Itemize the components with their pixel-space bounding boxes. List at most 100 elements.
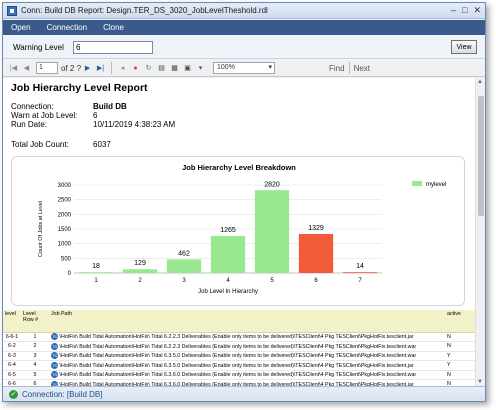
stop-icon[interactable]: ● — [133, 64, 138, 72]
report-window: Conn: Build DB Report: Design.TER_DS_302… — [2, 2, 486, 402]
cell-level: 6-5 — [3, 370, 21, 380]
first-page-icon[interactable]: |◀ — [9, 64, 18, 72]
table-row[interactable]: 6-3 3 TS \HotFix\ Build Tidal Automation\H… — [3, 351, 475, 361]
job-table: level Level Row # Job Path active 6-6-1 1… — [3, 310, 475, 386]
scroll-up-icon[interactable]: ▲ — [477, 79, 483, 85]
bar-level-5 — [254, 190, 290, 273]
cell-job-path: TS \HotFix\ Build Tidal Automation\HotFi… — [49, 360, 445, 371]
view-button[interactable]: View — [451, 40, 477, 54]
table-row[interactable]: 6-6 6 TS \HotFix\ Build Tidal Automation\H… — [3, 379, 475, 386]
connected-check-icon: ✓ — [9, 390, 18, 399]
bar-value-label: 14 — [356, 263, 364, 270]
y-tick-label: 0 — [68, 271, 72, 277]
refresh-icon[interactable]: ↻ — [145, 64, 152, 72]
table-row[interactable]: 6-4 4 TS \HotFix\ Build Tidal Automation\H… — [3, 360, 475, 371]
export-icon[interactable]: ▾ — [198, 64, 203, 72]
bar-level-3 — [166, 259, 202, 273]
warning-level-label: Warning Level — [13, 43, 64, 52]
cell-job-path: TS \HotFix\ Build Tidal Automation\HotFi… — [49, 379, 445, 386]
close-icon[interactable]: ✕ — [473, 5, 481, 15]
page-count: of 2 ? — [61, 63, 82, 73]
maximize-icon[interactable]: □ — [462, 5, 468, 15]
zoom-select[interactable]: 100% — [213, 62, 276, 74]
cell-job-path: TS \HotFix\ Build Tidal Automation\HotFi… — [49, 332, 445, 342]
bar-level-4 — [210, 235, 246, 273]
title-bar[interactable]: Conn: Build DB Report: Design.TER_DS_302… — [3, 3, 485, 19]
job-path-text: \HotFix\ Build Tidal Automation\HotFix\ … — [59, 353, 417, 360]
bar-value-label: 1265 — [220, 227, 236, 234]
next-page-icon[interactable]: ▶ — [84, 64, 91, 72]
report-viewer: Job Hierarchy Level Report Connection: B… — [3, 78, 475, 386]
minimize-icon[interactable]: – — [451, 5, 457, 15]
back-icon[interactable]: ◂ — [120, 64, 125, 72]
page-number-input[interactable]: 1 — [36, 62, 58, 74]
header-job-path: Job Path — [49, 310, 445, 333]
print-icon[interactable]: ▤ — [158, 64, 165, 72]
scrollbar-thumb[interactable] — [478, 96, 484, 216]
bar-value-label: 18 — [92, 263, 100, 270]
menu-connection[interactable]: Connection — [46, 23, 88, 32]
job-path-text: \HotFix\ Build Tidal Automation\HotFix\ … — [59, 334, 414, 341]
cell-level-row: 2 — [21, 341, 49, 352]
warn-level-value: 6 — [93, 111, 98, 120]
cell-level-row: 4 — [21, 360, 49, 371]
table-row[interactable]: 6-6-1 1 TS \HotFix\ Build Tidal Automation… — [3, 332, 475, 342]
y-tick-label: 1000 — [58, 242, 72, 248]
bar-level-2 — [122, 269, 158, 273]
find-link[interactable]: Find — [329, 63, 345, 73]
x-tick-label: 4 — [226, 278, 230, 284]
y-tick-label: 1500 — [58, 227, 72, 233]
job-type-icon: TS — [51, 333, 58, 341]
cell-level: 6-4 — [3, 360, 21, 371]
toolbar-separator — [111, 62, 113, 74]
x-tick-label: 5 — [270, 278, 274, 284]
job-path-text: \HotFix\ Build Tidal Automation\HotFix\ … — [59, 372, 417, 379]
run-date-label: Run Date: — [11, 120, 48, 129]
warning-level-input[interactable] — [73, 41, 153, 54]
job-type-icon: TS — [51, 361, 58, 369]
table-row[interactable]: 6-5 5 TS \HotFix\ Build Tidal Automation\H… — [3, 370, 475, 380]
app-icon — [7, 5, 17, 16]
job-path-text: \HotFix\ Build Tidal Automation\HotFix\ … — [59, 381, 414, 386]
job-path-text: \HotFix\ Build Tidal Automation\HotFix\ … — [59, 343, 417, 350]
cell-active: N — [445, 341, 475, 352]
x-tick-label: 7 — [358, 278, 362, 284]
cell-level: 6-3 — [3, 351, 21, 361]
header-active: active — [445, 310, 475, 333]
total-count-label: Total Job Count: — [11, 140, 69, 149]
window-title: Conn: Build DB Report: Design.TER_DS_302… — [21, 6, 268, 15]
menu-clone[interactable]: Clone — [103, 23, 124, 32]
bar-level-1 — [78, 272, 114, 273]
cell-level-row: 6 — [21, 379, 49, 386]
connection-value: Build DB — [93, 102, 127, 111]
x-axis-label: Job Level In Hierarchy — [198, 289, 258, 295]
last-page-icon[interactable]: ▶| — [96, 64, 105, 72]
vertical-scrollbar[interactable]: ▲ ▼ — [475, 78, 485, 386]
cell-level: 6-2 — [3, 341, 21, 352]
legend-swatch — [412, 181, 422, 186]
table-row[interactable]: 6-2 2 TS \HotFix\ Build Tidal Automation\H… — [3, 341, 475, 352]
parameter-bar: Warning Level View — [3, 35, 485, 59]
window-controls: – □ ✕ — [451, 5, 481, 16]
cell-job-path: TS \HotFix\ Build Tidal Automation\HotFi… — [49, 370, 445, 380]
total-count-value: 6037 — [93, 140, 111, 149]
cell-job-path: TS \HotFix\ Build Tidal Automation\HotFi… — [49, 351, 445, 361]
bar-value-label: 2820 — [264, 181, 280, 188]
next-link[interactable]: Next — [353, 63, 371, 73]
bar-level-7 — [342, 272, 378, 273]
y-tick-label: 2500 — [58, 198, 72, 204]
prev-page-icon[interactable]: ◀ — [23, 64, 30, 72]
cell-level-row: 5 — [21, 370, 49, 380]
level-breakdown-chart: Job Hierarchy Level Breakdown 0 500 1000 150… — [11, 156, 465, 306]
cell-active: N — [445, 332, 475, 342]
menu-bar: Open Connection Clone — [3, 20, 485, 35]
job-type-icon: TS — [51, 342, 58, 350]
scroll-down-icon[interactable]: ▼ — [477, 379, 483, 385]
menu-open[interactable]: Open — [11, 23, 31, 32]
x-tick-label: 6 — [314, 278, 318, 284]
print-layout-icon[interactable]: ▦ — [171, 64, 178, 72]
cell-active: Y — [445, 360, 475, 371]
page-setup-icon[interactable]: ▣ — [184, 64, 191, 72]
cell-level: 6-6 — [3, 379, 21, 386]
bar-value-label: 1329 — [308, 225, 324, 232]
